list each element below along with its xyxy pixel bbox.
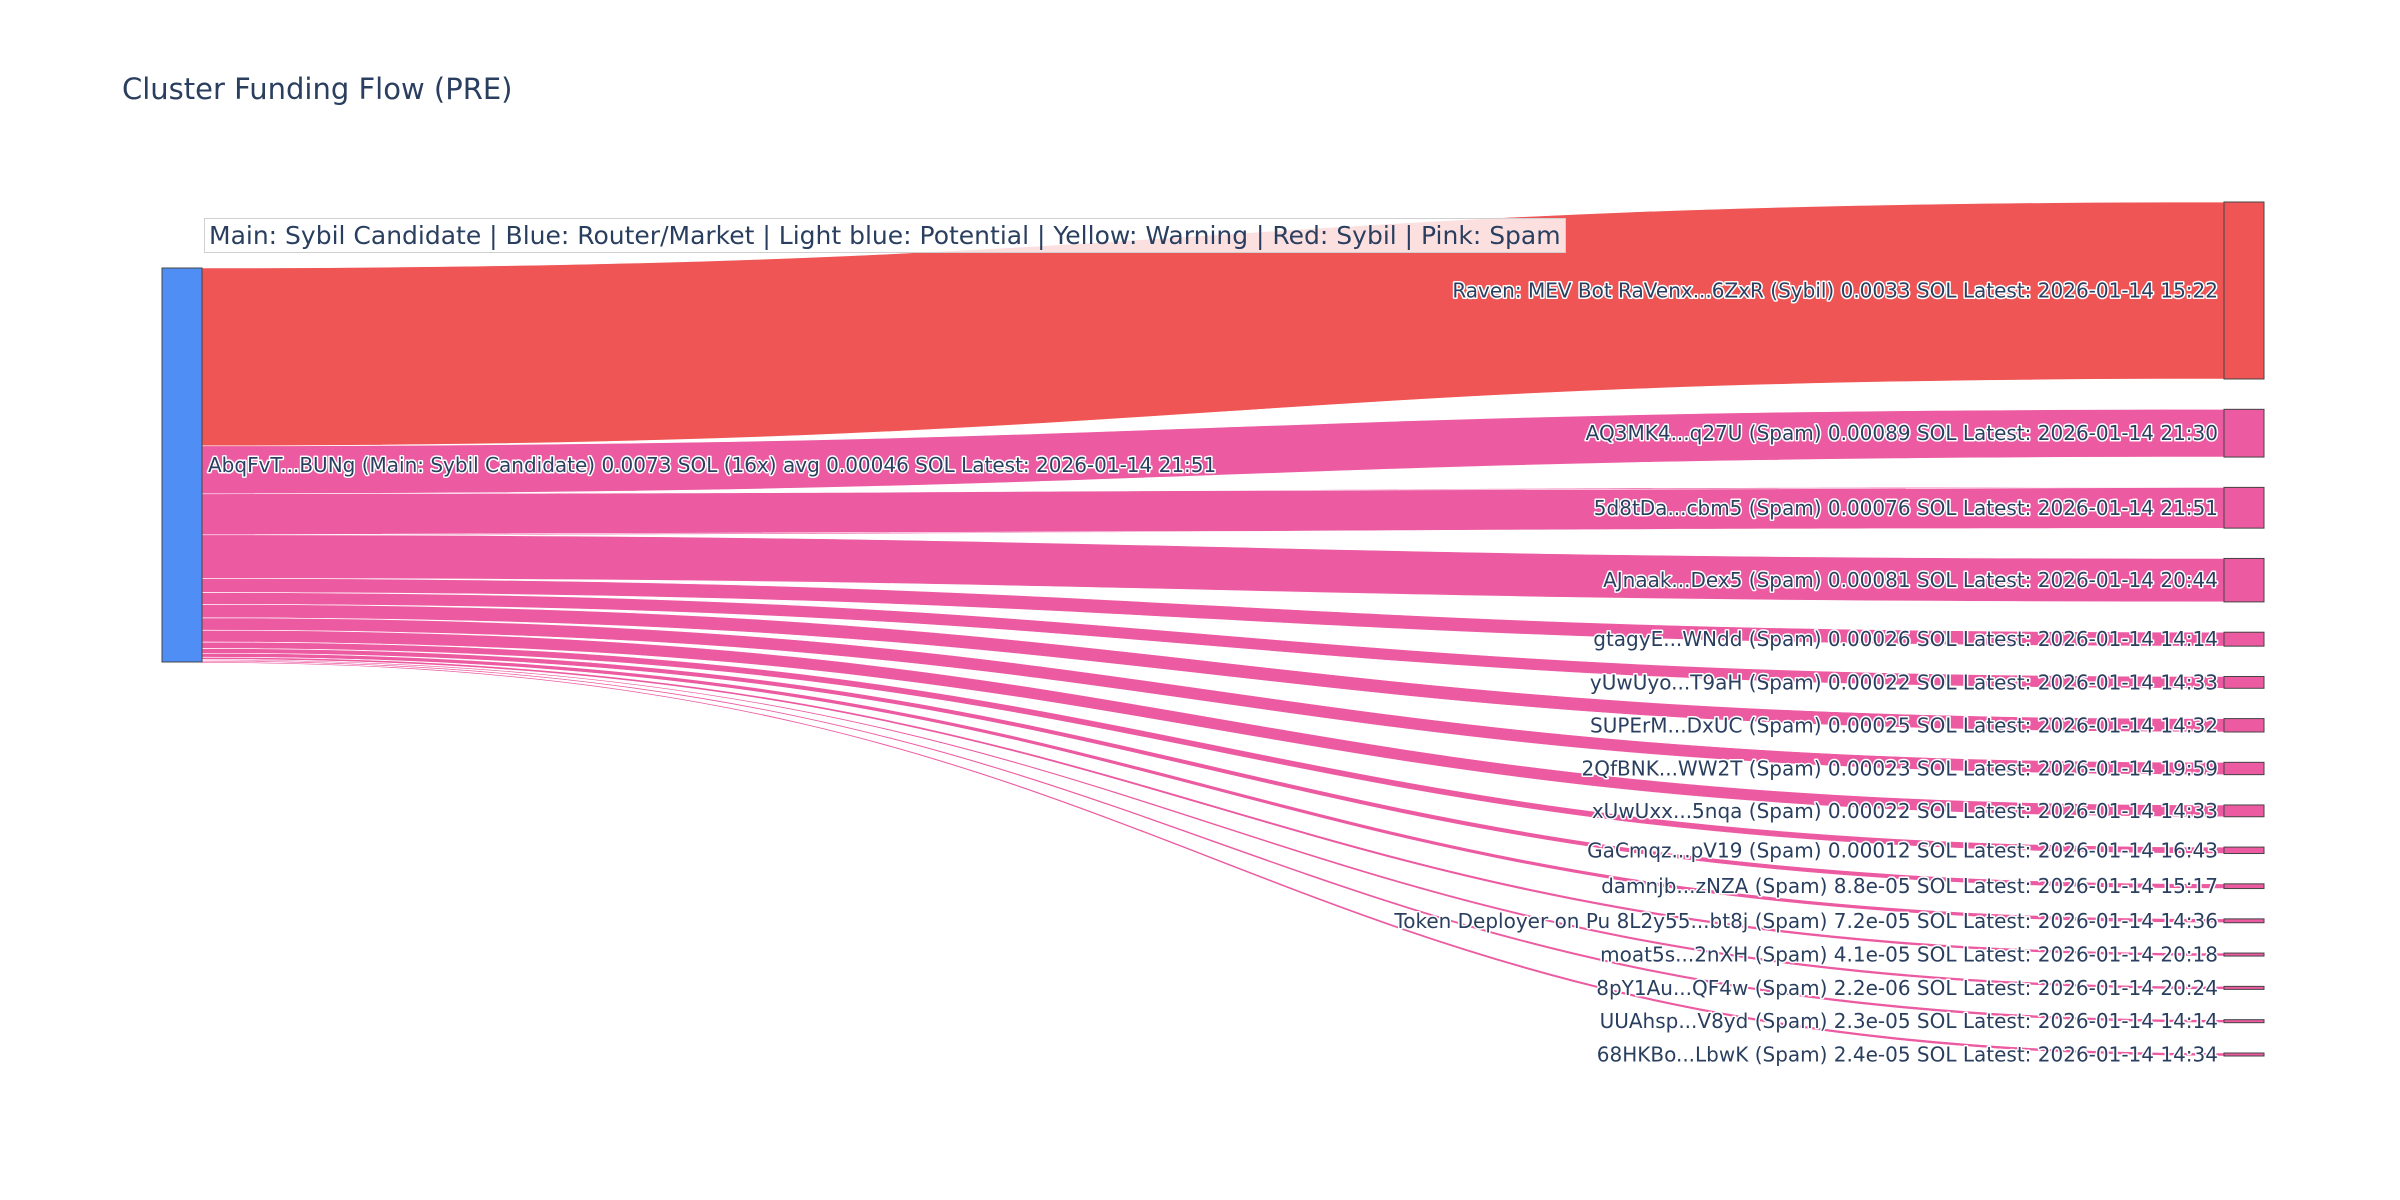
target-node-gacmqz-pv19[interactable] (2223, 846, 2265, 855)
target-node-8l2y55-bt8j[interactable] (2223, 918, 2265, 924)
target-node-ravenx-6zxr[interactable] (2223, 201, 2265, 380)
target-node-yuwuyo-t9ah[interactable] (2223, 675, 2265, 689)
target-node-xuwuxx-5nqa[interactable] (2223, 804, 2265, 818)
flow-link-8py1au-qf4w[interactable] (201, 659, 2225, 990)
target-node-uuahsp-v8yd[interactable] (2223, 1019, 2265, 1024)
target-node-gtagye-wndd[interactable] (2223, 631, 2265, 647)
target-label: moat5s...2nXH (Spam) 4.1e-05 SOL Latest:… (1600, 943, 2218, 967)
target-label: Token Deployer on Pu 8L2y55...bt8j (Spam… (1393, 909, 2218, 933)
target-node-aq3mk4-q27u[interactable] (2223, 408, 2265, 458)
source-label: AbqFvT...BUNg (Main: Sybil Candidate) 0.… (208, 453, 1216, 477)
target-label: AQ3MK4...q27U (Spam) 0.00089 SOL Latest:… (1586, 421, 2218, 445)
target-node-8py1au-qf4w[interactable] (2223, 985, 2265, 990)
target-label: 2QfBNK...WW2T (Spam) 0.00023 SOL Latest:… (1582, 756, 2218, 780)
labels-group: Raven: MEV Bot RaVenx...6ZxR (Sybil) 0.0… (207, 277, 2220, 1068)
target-label: UUAhsp...V8yd (Spam) 2.3e-05 SOL Latest:… (1600, 1009, 2218, 1033)
target-node-2qfbnk-ww2t[interactable] (2223, 761, 2265, 776)
target-node-68hkbo-lbwk[interactable] (2223, 1052, 2265, 1057)
target-label: 5d8tDa...cbm5 (Spam) 0.00076 SOL Latest:… (1594, 496, 2218, 520)
target-label: xUwUxx...5nqa (Spam) 0.00022 SOL Latest:… (1592, 799, 2218, 823)
target-node-damnjb-znza[interactable] (2223, 883, 2265, 890)
target-label: damnjb...zNZA (Spam) 8.8e-05 SOL Latest:… (1601, 874, 2218, 898)
target-label: yUwUyo...T9aH (Spam) 0.00022 SOL Latest:… (1590, 670, 2218, 694)
chart-title: Cluster Funding Flow (PRE) (122, 72, 513, 106)
target-node-5d8tda-cbm5[interactable] (2223, 486, 2265, 529)
target-label: 8pY1Au...QF4w (Spam) 2.2e-06 SOL Latest:… (1596, 976, 2218, 1000)
target-label: AJnaak...Dex5 (Spam) 0.00081 SOL Latest:… (1603, 568, 2218, 592)
target-label: GaCmqz...pV19 (Spam) 0.00012 SOL Latest:… (1587, 838, 2218, 862)
target-label: Raven: MEV Bot RaVenx...6ZxR (Sybil) 0.0… (1452, 279, 2218, 303)
target-node-superm-dxuc[interactable] (2223, 718, 2265, 733)
target-label: 68HKBo...LbwK (Spam) 2.4e-05 SOL Latest:… (1597, 1043, 2218, 1067)
target-node-ajnaak-dex5[interactable] (2223, 557, 2265, 603)
links-group (201, 201, 2225, 1057)
target-label: gtagyE...WNdd (Spam) 0.00026 SOL Latest:… (1593, 627, 2218, 651)
legend-note: Main: Sybil Candidate | Blue: Router/Mar… (204, 218, 1566, 253)
target-node-moat5s-2nxh[interactable] (2223, 952, 2265, 957)
source-node[interactable] (161, 267, 203, 663)
nodes-group (161, 201, 2265, 1057)
target-label: SUPErM...DxUC (Spam) 0.00025 SOL Latest:… (1590, 713, 2218, 737)
